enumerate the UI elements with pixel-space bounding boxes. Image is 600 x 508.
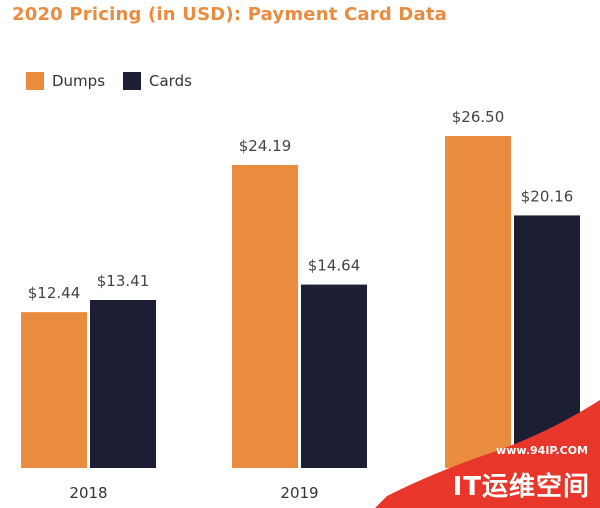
legend-label-cards: Cards bbox=[149, 72, 192, 90]
bar-dumps-2019 bbox=[232, 164, 298, 469]
legend-swatch-cards bbox=[123, 72, 141, 90]
data-label-dumps-2019: $24.19 bbox=[239, 137, 292, 155]
watermark-text: IT运维空间 bbox=[452, 472, 590, 502]
bar-dumps-2020 bbox=[445, 136, 511, 468]
legend-swatch-dumps bbox=[26, 72, 44, 90]
legend-item-dumps: Dumps bbox=[26, 72, 105, 90]
data-label-cards-2020: $20.16 bbox=[521, 187, 574, 205]
watermark-badge bbox=[375, 400, 600, 508]
bar-dumps-2018 bbox=[21, 312, 87, 468]
legend-label-dumps: Dumps bbox=[52, 72, 106, 90]
data-label-dumps-2018: $12.44 bbox=[28, 284, 81, 302]
watermark: www.94IP.COM IT运维空间 bbox=[375, 400, 600, 508]
bar-cards-2018 bbox=[90, 299, 156, 468]
tick-label-2018: 2018 bbox=[69, 484, 107, 502]
watermark-url: www.94IP.COM bbox=[496, 444, 588, 457]
chart-title: 2020 Pricing (in USD): Payment Card Data bbox=[12, 4, 448, 25]
data-label-cards-2018: $13.41 bbox=[97, 272, 150, 290]
tick-label-2019: 2019 bbox=[280, 484, 318, 502]
data-label-cards-2019: $14.64 bbox=[308, 257, 361, 275]
data-label-dumps-2020: $26.50 bbox=[452, 108, 505, 126]
bar-cards-2019 bbox=[301, 284, 367, 468]
legend-item-cards: Cards bbox=[123, 72, 192, 90]
